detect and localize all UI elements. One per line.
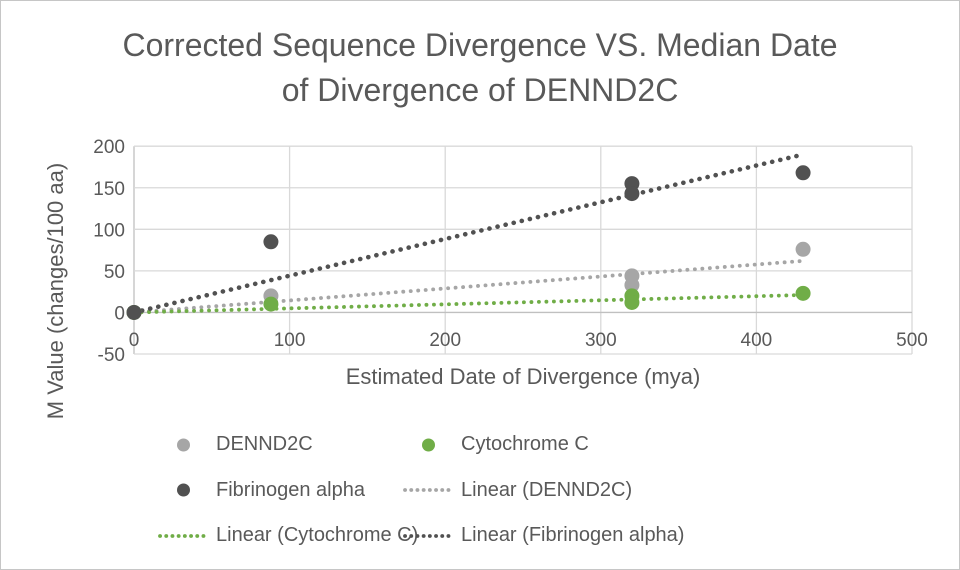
y-tick-label: 200: [93, 137, 125, 158]
legend-item-fibrinogen-alpha: Fibrinogen alpha: [158, 468, 403, 514]
y-tick-label: 50: [104, 262, 125, 283]
marker-fibrinogen-alpha: [624, 186, 640, 202]
cytochrome-c-marker-swatch: [403, 437, 454, 453]
x-tick-label: 200: [429, 330, 461, 351]
y-tick-label: 0: [114, 303, 125, 324]
marker-fibrinogen-alpha: [795, 165, 811, 181]
legend-item-linear-cytochrome-c: Linear (Cytochrome C): [158, 513, 418, 559]
trendline-linear-cytochrome-c-: [132, 293, 805, 315]
legend-label: Linear (DENND2C): [461, 478, 633, 501]
dennd2c-marker-swatch: [158, 437, 209, 453]
y-tick-label: 100: [93, 220, 125, 241]
legend-item-dennd2c: DENND2C: [158, 422, 403, 468]
trendline-linear-fibrinogen-alpha-: [131, 152, 806, 315]
legend-label: Linear (Cytochrome C): [216, 524, 419, 547]
legend: DENND2C Cytochrome C Fibrinogen alpha Li…: [158, 422, 684, 559]
legend-label: Cytochrome C: [461, 433, 589, 456]
legend-dot: [422, 438, 435, 452]
marker-cytochrome-c: [795, 285, 811, 301]
x-tick-label: 100: [274, 330, 306, 351]
y-tick-label: 150: [93, 179, 125, 200]
x-tick-label: 400: [741, 330, 773, 351]
legend-label: Fibrinogen alpha: [216, 478, 365, 501]
fibrinogen-alpha-marker-swatch: [158, 482, 209, 498]
chart-title-line-2: of Divergence of DENND2C: [281, 72, 679, 108]
marker-cytochrome-c: [263, 296, 279, 312]
y-axis-title: M Value (changes/100 aa): [43, 162, 68, 420]
legend-item-linear-dennd2c: Linear (DENND2C): [403, 468, 684, 514]
legend-item-cytochrome-c: Cytochrome C: [403, 422, 684, 468]
marker-fibrinogen-alpha: [263, 234, 279, 250]
legend-label: Linear (Fibrinogen alpha): [461, 524, 685, 547]
x-axis-title: Estimated Date of Divergence (mya): [345, 364, 701, 389]
marker-fibrinogen-alpha: [126, 304, 142, 320]
x-tick-label: 0: [129, 330, 140, 351]
linear-cytochrome-c-line-swatch: [158, 528, 209, 544]
chart-title-line-1: Corrected Sequence Divergence VS. Median…: [122, 27, 838, 63]
marker-cytochrome-c: [624, 294, 640, 310]
legend-item-linear-fibrinogen-alpha: Linear (Fibrinogen alpha): [403, 513, 684, 559]
legend-dot: [177, 438, 190, 452]
x-tick-label: 500: [896, 330, 928, 351]
x-tick-label: 300: [585, 330, 617, 351]
chart-title: Corrected Sequence Divergence VS. Median…: [1, 23, 959, 113]
trendline-linear-dennd2c-: [132, 259, 805, 315]
marker-dennd2c: [624, 277, 640, 293]
linear-dennd2c-line-swatch: [403, 482, 454, 498]
y-tick-label: -50: [98, 345, 125, 366]
linear-fibrinogen-alpha-line-swatch: [403, 528, 454, 544]
marker-dennd2c: [795, 241, 811, 257]
legend-label: DENND2C: [216, 433, 313, 456]
legend-dot: [177, 483, 190, 497]
